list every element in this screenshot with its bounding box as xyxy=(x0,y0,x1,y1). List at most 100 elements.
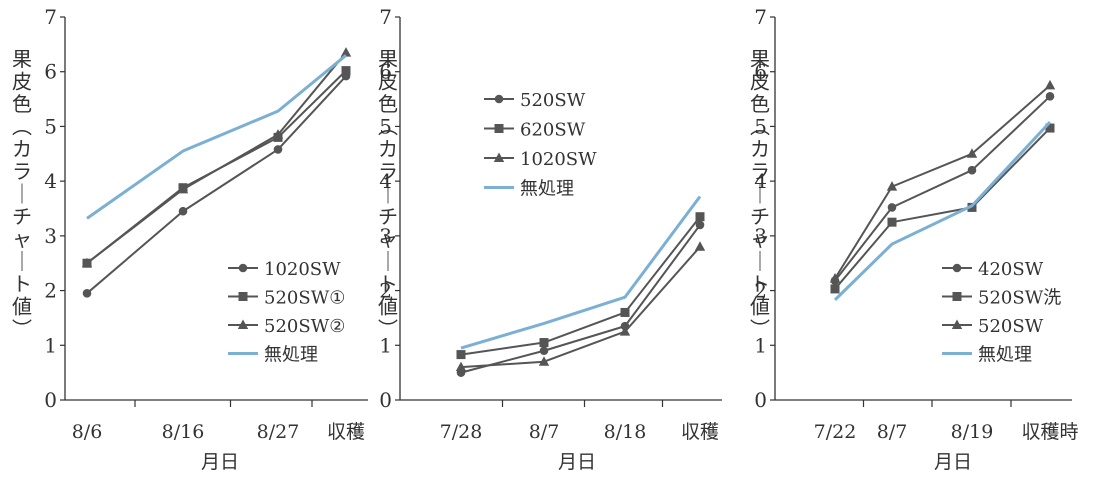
series-4 xyxy=(86,54,347,220)
y-tick-label: 1 xyxy=(754,333,767,357)
y-tick-label: 3 xyxy=(44,224,57,248)
x-tick-label: 収穫時 xyxy=(1021,421,1078,443)
legend: 520SW 620SW 1020SW 無処理 xyxy=(484,90,597,200)
series-4 xyxy=(833,121,1052,301)
y-tick-label: 4 xyxy=(44,169,57,193)
legend: 420SW 520SW洗 520SW 無処理 xyxy=(942,259,1061,366)
y-axis-title: 果皮色︵カラ｜チャ｜ト値︶ xyxy=(750,47,770,341)
legend-marker xyxy=(494,124,504,133)
data-point xyxy=(620,307,630,317)
data-point xyxy=(887,203,897,212)
legend-marker xyxy=(952,263,962,273)
y-tick-label: 7 xyxy=(754,5,767,29)
series-1 xyxy=(456,220,705,377)
legend-label: 520SW① xyxy=(264,288,345,309)
x-tick-label: 7/22 xyxy=(814,421,857,443)
series-line xyxy=(460,224,701,374)
x-tick-label: 8/7 xyxy=(529,421,560,443)
data-point xyxy=(695,212,705,222)
data-point xyxy=(539,338,549,348)
y-tick-label: 1 xyxy=(44,333,57,357)
legend-label: 1020SW xyxy=(520,149,597,170)
legend-marker xyxy=(238,263,248,273)
x-tick-label: 8/19 xyxy=(951,421,994,443)
data-point xyxy=(341,66,351,76)
series-line xyxy=(460,246,701,369)
series-4 xyxy=(460,195,702,350)
data-point xyxy=(829,273,841,283)
x-tick-label: 収穫 xyxy=(327,421,365,443)
data-point xyxy=(886,181,898,191)
y-tick-label: 1 xyxy=(379,333,392,357)
data-point xyxy=(966,148,978,158)
y-axis-title: 果皮色︵カラ｜チャ｜ト値︶ xyxy=(378,47,398,341)
data-point xyxy=(455,361,467,372)
data-point xyxy=(1045,123,1055,133)
legend: 1020SW 520SW① 520SW② 無処理 xyxy=(228,259,345,366)
y-tick-label: 2 xyxy=(379,279,392,303)
legend-marker xyxy=(494,94,504,104)
series-2 xyxy=(456,212,705,360)
data-point xyxy=(619,326,631,336)
legend-label: 420SW xyxy=(978,259,1044,280)
data-point xyxy=(178,206,188,216)
series-line xyxy=(86,51,347,265)
y-tick-label: 0 xyxy=(379,388,392,412)
y-tick-label: 0 xyxy=(754,388,767,412)
data-point xyxy=(340,47,352,57)
series-line xyxy=(834,127,1051,290)
legend-marker xyxy=(238,292,248,301)
series-1 xyxy=(82,71,351,298)
x-axis-title: 月日 xyxy=(201,451,239,472)
y-tick-label: 6 xyxy=(754,60,767,84)
y-tick-label: 4 xyxy=(754,169,767,193)
y-tick-label: 6 xyxy=(44,60,57,84)
x-tick-label: 8/16 xyxy=(162,421,205,443)
data-point xyxy=(538,356,550,366)
x-axis-title: 月日 xyxy=(934,451,972,472)
x-tick-label: 8/18 xyxy=(604,421,647,443)
data-point xyxy=(830,284,840,294)
legend-label: 520SW xyxy=(520,90,586,111)
legend-label: 520SW洗 xyxy=(978,288,1061,309)
series-line xyxy=(460,216,701,356)
legend-marker xyxy=(951,319,963,329)
legend-label: 無処理 xyxy=(520,179,574,200)
y-tick-label: 3 xyxy=(379,224,392,248)
legend-marker xyxy=(237,319,249,329)
data-point xyxy=(695,220,705,230)
series-line xyxy=(834,84,1051,280)
data-point xyxy=(967,165,977,175)
series-line xyxy=(833,121,1052,301)
series-3 xyxy=(829,79,1056,283)
y-tick-label: 2 xyxy=(44,279,57,303)
y-tick-label: 3 xyxy=(754,224,767,248)
series-line xyxy=(86,54,347,220)
legend-marker xyxy=(493,152,505,162)
legend-label: 520SW② xyxy=(264,316,345,337)
x-tick-label: 8/27 xyxy=(257,421,300,443)
legend-label: 1020SW xyxy=(264,259,341,280)
y-tick-label: 5 xyxy=(44,114,57,138)
y-tick-label: 5 xyxy=(379,114,392,138)
series-line xyxy=(86,75,347,295)
data-point xyxy=(694,241,706,251)
data-point xyxy=(539,346,549,356)
y-tick-label: 7 xyxy=(379,5,392,29)
series-3 xyxy=(455,241,706,372)
data-point xyxy=(177,183,189,194)
y-tick-label: 0 xyxy=(44,388,57,412)
y-tick-label: 4 xyxy=(379,169,392,193)
legend-label: 520SW xyxy=(978,316,1044,337)
series-line xyxy=(460,195,702,350)
data-point xyxy=(273,145,283,154)
data-point xyxy=(81,257,93,268)
x-tick-label: 7/28 xyxy=(440,421,483,443)
data-point xyxy=(456,350,466,360)
series-line xyxy=(834,95,1051,282)
y-tick-label: 5 xyxy=(754,114,767,138)
data-point xyxy=(272,129,284,139)
